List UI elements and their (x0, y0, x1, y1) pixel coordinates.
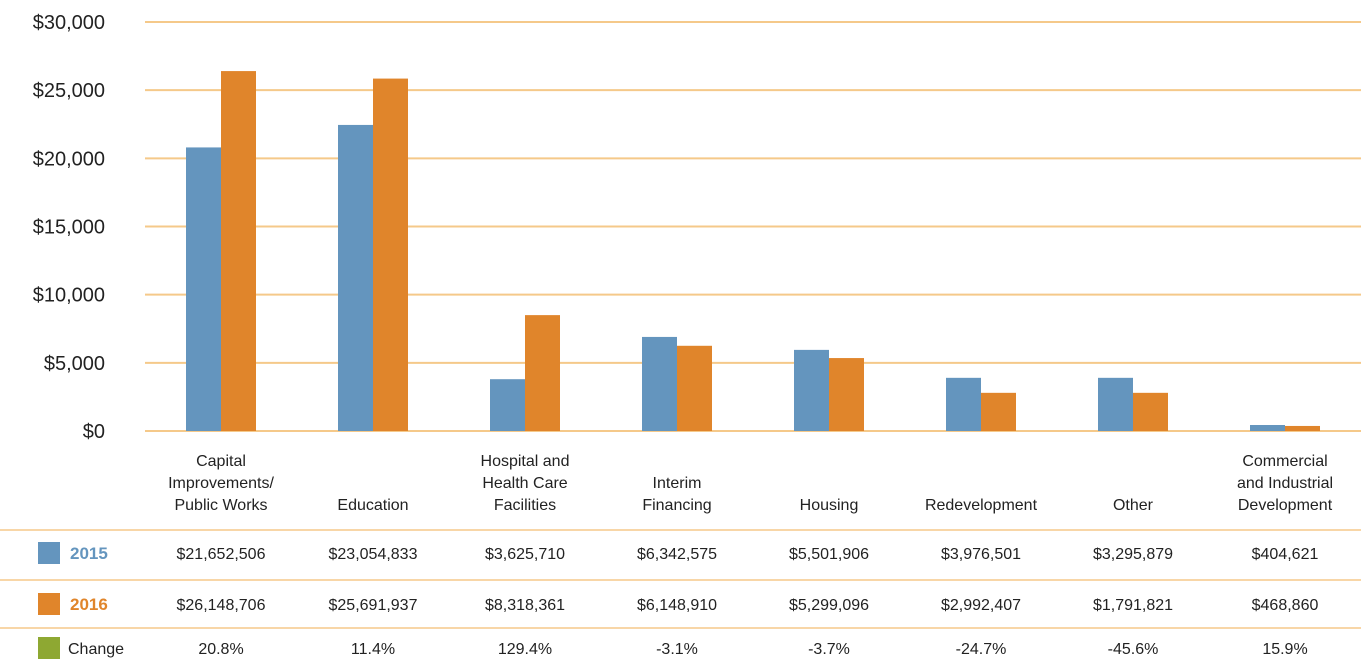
table-cell: -3.1% (656, 641, 698, 658)
table-cell: $25,691,937 (329, 597, 418, 614)
table-cell: $3,625,710 (485, 546, 565, 563)
table-cell: $404,621 (1252, 546, 1319, 563)
y-tick-label: $5,000 (44, 353, 105, 375)
legend-label: 2016 (70, 595, 108, 614)
legend-swatch (38, 593, 60, 615)
bar (221, 71, 256, 431)
y-tick-label: $25,000 (33, 80, 105, 102)
table-cell: $6,148,910 (637, 597, 717, 614)
bar (642, 336, 677, 431)
table-cell: 20.8% (198, 641, 243, 658)
table-cell: $23,054,833 (329, 546, 418, 563)
bar (677, 345, 712, 431)
bar (1133, 392, 1168, 431)
table-cell: -24.7% (956, 641, 1007, 658)
x-tick-label: Hospital and Health Care Facilities (480, 453, 570, 514)
table-cell: $26,148,706 (177, 597, 266, 614)
bar (829, 358, 864, 431)
bar (490, 379, 525, 431)
y-tick-label: $0 (83, 421, 105, 443)
table-cell: $21,652,506 (177, 546, 266, 563)
x-tick-label: Commercial and Industrial Development (1236, 453, 1334, 514)
bar (338, 124, 373, 431)
table-cell: $2,992,407 (941, 597, 1021, 614)
bar (946, 377, 981, 431)
bar (1098, 377, 1133, 431)
x-tick-label: Interim Financing (642, 475, 712, 514)
bar (794, 349, 829, 431)
table-cell: $3,295,879 (1093, 546, 1173, 563)
x-tick-label: Capital Improvements/ Public Works (168, 453, 274, 514)
y-tick-label: $15,000 (33, 217, 105, 239)
table-cell: 11.4% (351, 641, 395, 658)
table-cell: $5,501,906 (789, 546, 869, 563)
x-tick-label: Redevelopment (924, 497, 1038, 514)
table-cell: 129.4% (498, 641, 552, 658)
y-tick-label: $20,000 (33, 148, 105, 170)
bar (1250, 425, 1285, 431)
legend-swatch (38, 637, 60, 659)
bar (981, 392, 1016, 431)
table-cell: $5,299,096 (789, 597, 869, 614)
table-cell: $3,976,501 (941, 546, 1021, 563)
table-cell: -3.7% (808, 641, 850, 658)
y-tick-label: $10,000 (33, 285, 105, 307)
table-cell: $1,791,821 (1093, 597, 1173, 614)
x-tick-label: Education (337, 497, 409, 514)
bar (1285, 425, 1320, 431)
bar (525, 315, 560, 431)
table-cell: $468,860 (1252, 597, 1319, 614)
bar (186, 147, 221, 431)
legend-label: Change (68, 641, 124, 658)
y-tick-label: $30,000 (33, 12, 105, 34)
x-tick-label: Other (1112, 497, 1153, 514)
legend-label: 2015 (70, 544, 108, 563)
table-cell: -45.6% (1108, 641, 1159, 658)
bar (373, 78, 408, 431)
table-cell: $8,318,361 (485, 597, 565, 614)
table-cell: 15.9% (1262, 641, 1307, 658)
x-tick-label: Housing (799, 497, 859, 514)
legend-swatch (38, 542, 60, 564)
table-cell: $6,342,575 (637, 546, 717, 563)
